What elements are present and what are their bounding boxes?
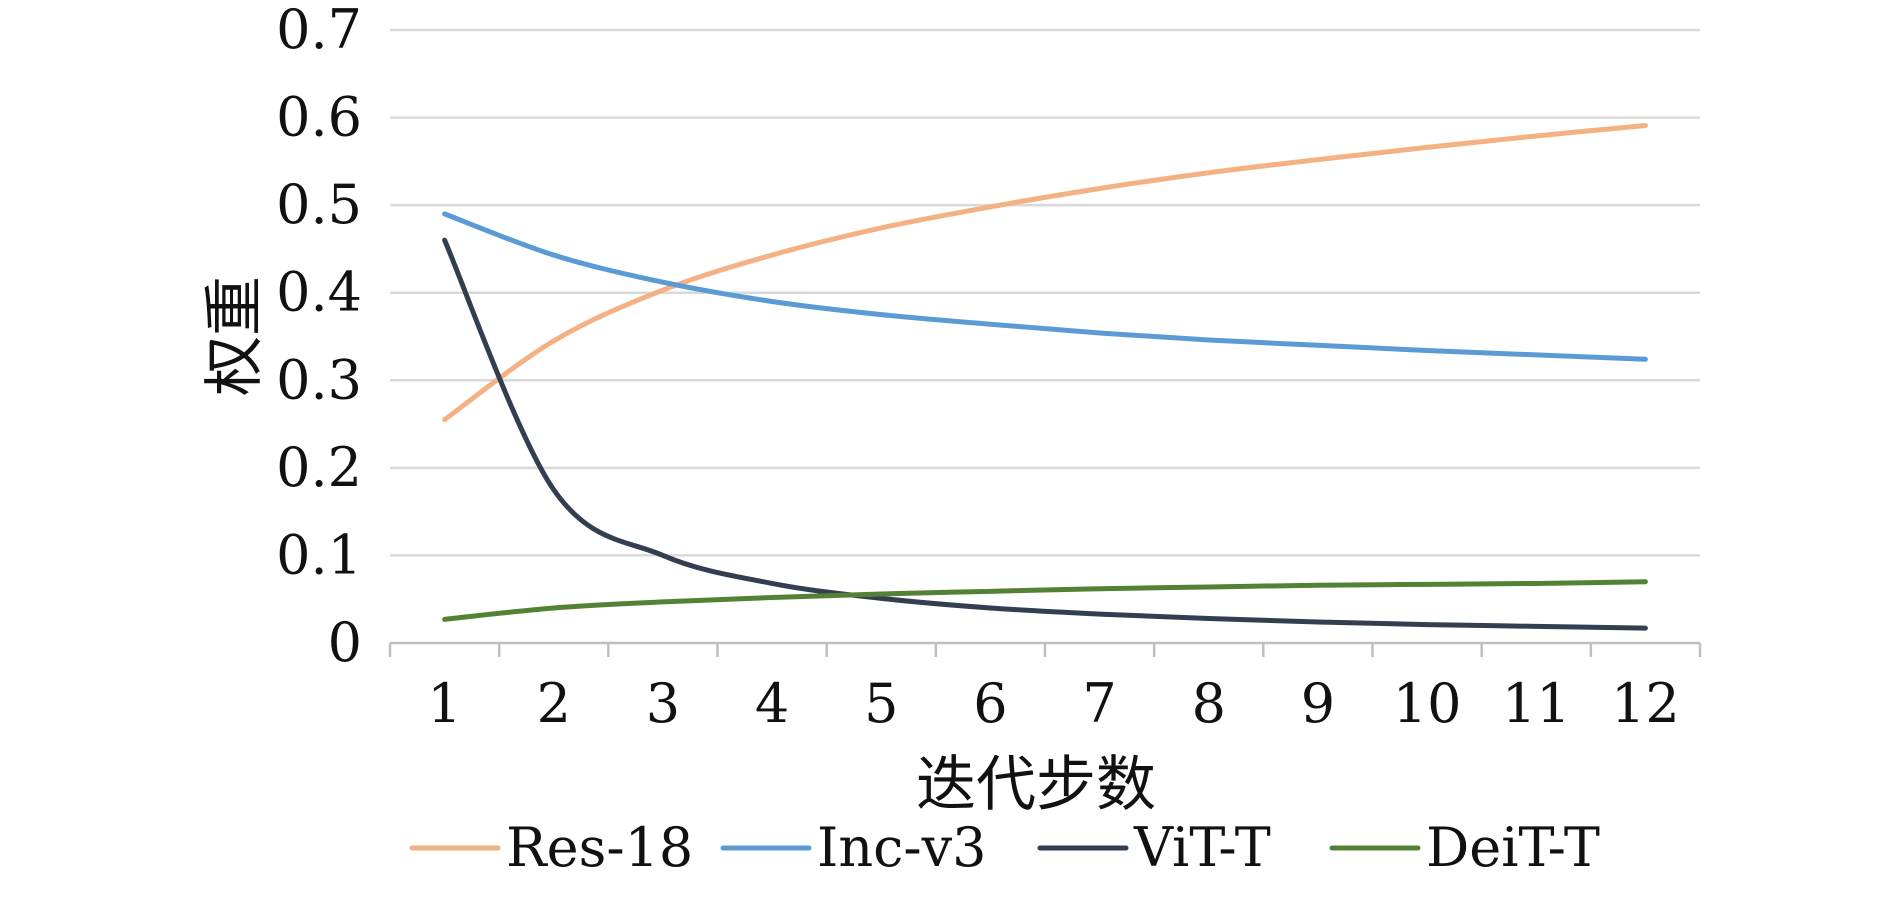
legend-item-vit-t: ViT-T [1037,816,1271,879]
legend-label: DeiT-T [1426,816,1600,879]
legend-item-res-18: Res-18 [409,816,693,879]
legend: Res-18 Inc-v3 ViT-T DeiT-T [409,816,1600,879]
gridlines [390,28,1700,557]
x-tick-label: 10 [1393,672,1462,735]
x-tick-label: 12 [1611,672,1680,735]
y-tick-label: 0.7 [276,0,362,61]
x-axis-ticks: 1 2 3 4 5 6 7 8 9 10 11 12 [427,672,1679,735]
x-axis-title: 迭代步数 [916,750,1156,820]
y-axis-title: 权重 [200,276,270,396]
x-tick-label: 3 [646,672,680,735]
series-line-vit-t [442,237,1648,631]
y-tick-label: 0 [328,611,362,674]
x-tick-label: 1 [427,672,461,735]
x-tick-label: 8 [1192,672,1226,735]
series-lines [442,122,1648,631]
series-line-deit-t [442,579,1648,622]
y-tick-label: 0.5 [276,173,362,236]
y-tick-label: 0.1 [276,523,362,586]
x-tick-label: 11 [1502,672,1571,735]
y-tick-label: 0.4 [276,261,362,324]
legend-item-deit-t: DeiT-T [1329,816,1600,879]
x-tick-label: 9 [1301,672,1335,735]
x-tick-label: 5 [864,672,898,735]
legend-item-inc-v3: Inc-v3 [720,816,986,879]
x-tick-label: 7 [1082,672,1116,735]
series-line-inc-v3 [442,211,1648,362]
series-line-res-18 [442,122,1648,423]
y-tick-label: 0.3 [276,348,362,411]
y-tick-label: 0.6 [276,86,362,149]
x-tick-label: 4 [755,672,789,735]
legend-label: Inc-v3 [817,816,986,879]
y-axis-ticks: 0 0.1 0.2 0.3 0.4 0.5 0.6 0.7 [276,0,362,674]
legend-label: Res-18 [506,816,693,879]
x-axis [388,641,1702,657]
legend-label: ViT-T [1133,816,1271,879]
x-tick-label: 2 [537,672,571,735]
y-tick-label: 0.2 [276,436,362,499]
x-tick-label: 6 [973,672,1007,735]
